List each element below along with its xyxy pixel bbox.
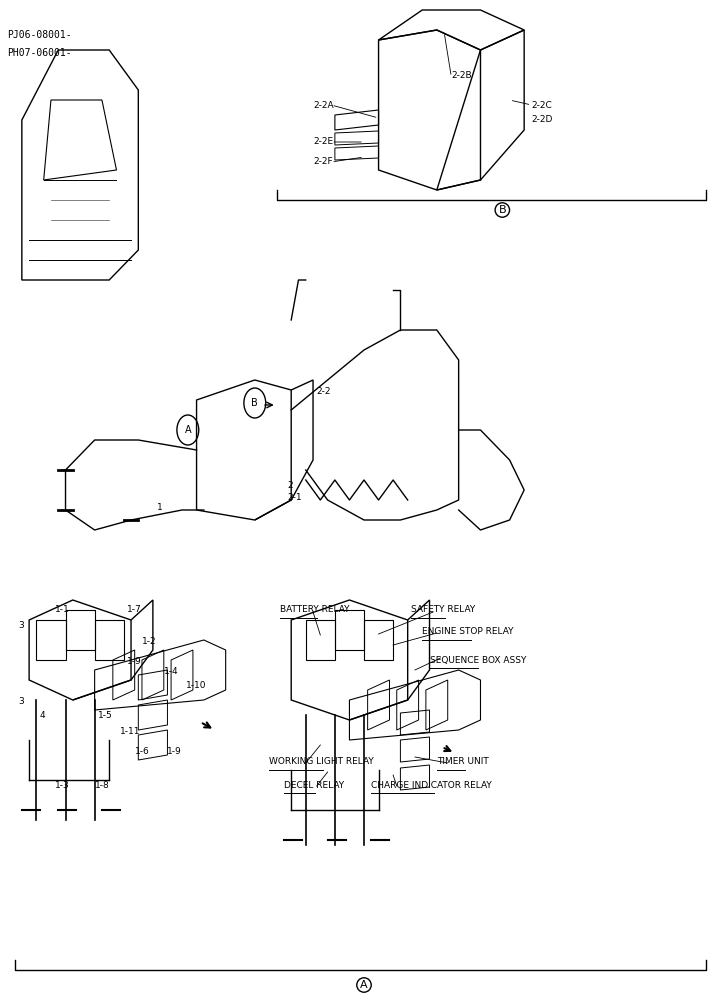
Text: BATTERY RELAY: BATTERY RELAY: [280, 605, 349, 614]
Text: 2-2: 2-2: [317, 387, 331, 396]
Text: 1-11: 1-11: [120, 728, 141, 736]
Text: 1-5: 1-5: [98, 710, 113, 720]
Text: B: B: [251, 398, 258, 408]
Text: 1-6: 1-6: [135, 748, 149, 756]
Text: 2-2E: 2-2E: [313, 137, 333, 146]
Text: CHARGE INDICATOR RELAY: CHARGE INDICATOR RELAY: [371, 780, 492, 790]
Text: 1-1: 1-1: [55, 605, 69, 614]
Text: WORKING LIGHT RELAY: WORKING LIGHT RELAY: [269, 758, 374, 766]
Text: 3: 3: [18, 620, 24, 630]
Text: 1-4: 1-4: [164, 668, 178, 676]
Text: 2-2C: 2-2C: [531, 101, 553, 109]
Text: TIMER UNIT: TIMER UNIT: [437, 758, 488, 766]
Text: A: A: [360, 980, 368, 990]
Text: 1-9: 1-9: [127, 658, 142, 666]
Text: SAFETY RELAY: SAFETY RELAY: [411, 605, 475, 614]
Text: 2: 2: [288, 481, 293, 489]
Text: 1-3: 1-3: [55, 780, 69, 790]
Text: DECEL RELAY: DECEL RELAY: [284, 780, 344, 790]
Text: 2-2A: 2-2A: [313, 101, 333, 109]
Text: B: B: [499, 205, 506, 215]
Text: 1-2: 1-2: [142, 638, 157, 647]
Text: SEQUENCE BOX ASSY: SEQUENCE BOX ASSY: [430, 656, 526, 664]
Text: 4: 4: [40, 710, 46, 720]
Text: 1: 1: [157, 504, 162, 512]
Text: ENGINE STOP RELAY: ENGINE STOP RELAY: [422, 628, 514, 637]
Text: 2-1: 2-1: [288, 493, 302, 502]
Text: 1-8: 1-8: [95, 780, 109, 790]
Text: PH07-06001-: PH07-06001-: [7, 48, 72, 58]
Text: 3: 3: [18, 698, 24, 706]
Text: 2-2B: 2-2B: [451, 70, 472, 80]
Text: 2-2F: 2-2F: [313, 157, 333, 166]
Text: 1-7: 1-7: [127, 605, 142, 614]
Text: 1-10: 1-10: [186, 680, 206, 690]
Text: 1-9: 1-9: [167, 748, 182, 756]
Text: PJ06-08001-: PJ06-08001-: [7, 30, 72, 40]
Text: A: A: [184, 425, 191, 435]
Text: 2-2D: 2-2D: [531, 115, 553, 124]
